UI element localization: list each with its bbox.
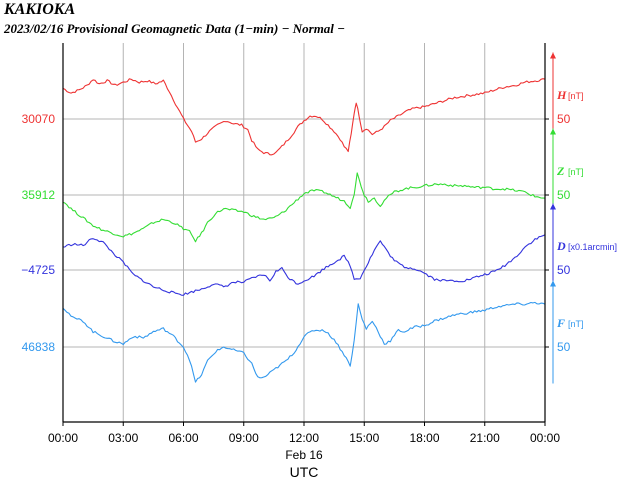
scale-label-h: 50 — [557, 112, 571, 126]
component-name-z: Z — [556, 164, 565, 178]
scale-arrowhead-f — [550, 280, 556, 287]
component-unit-f: [nT] — [568, 319, 584, 329]
grid-layer — [62, 43, 546, 422]
x-tick-label: 00:00 — [530, 431, 560, 445]
series-layer — [62, 78, 546, 383]
x-tick-label: 21:00 — [470, 431, 500, 445]
station-name: KAKIOKA — [4, 1, 76, 18]
chart-subtitle: 2023/02/16 Provisional Geomagnetic Data … — [4, 21, 346, 36]
series-line-z — [62, 172, 545, 243]
x-tick-label: 18:00 — [409, 431, 439, 445]
x-axis-title: UTC — [290, 464, 319, 480]
series-line-f — [62, 301, 546, 383]
axes-layer — [62, 43, 556, 426]
scale-arrowhead-h — [550, 52, 556, 59]
ref-label-d: −4725 — [21, 263, 55, 277]
component-name-h: H — [556, 88, 567, 102]
component-unit-h: [nT] — [568, 91, 584, 101]
scale-label-z: 50 — [557, 188, 571, 202]
component-unit-z: [nT] — [568, 167, 584, 177]
date-label: Feb 16 — [285, 448, 323, 462]
x-tick-label: 12:00 — [289, 431, 319, 445]
x-tick-label: 09:00 — [229, 431, 259, 445]
labels-layer: 00:00 03:00 06:00 09:00 12:00 15:00 18:00 21:00… — [21, 88, 617, 480]
x-tick-label: 06:00 — [168, 431, 198, 445]
x-tick-label: 15:00 — [349, 431, 379, 445]
ref-label-z: 35912 — [22, 188, 56, 202]
x-tick-label: 00:00 — [48, 431, 78, 445]
scale-arrowhead-d — [550, 203, 556, 210]
component-unit-d: [x0.1arcmin] — [568, 242, 617, 252]
series-line-d — [62, 234, 546, 296]
scale-label-f: 50 — [557, 340, 571, 354]
ref-label-f: 46838 — [22, 340, 56, 354]
series-line-h — [62, 78, 546, 156]
scale-arrowhead-z — [550, 128, 556, 135]
scale-label-d: 50 — [557, 263, 571, 277]
x-tick-label: 03:00 — [108, 431, 138, 445]
ref-label-h: 30070 — [22, 112, 56, 126]
component-name-d: D — [556, 239, 566, 253]
component-name-f: F — [556, 316, 565, 330]
